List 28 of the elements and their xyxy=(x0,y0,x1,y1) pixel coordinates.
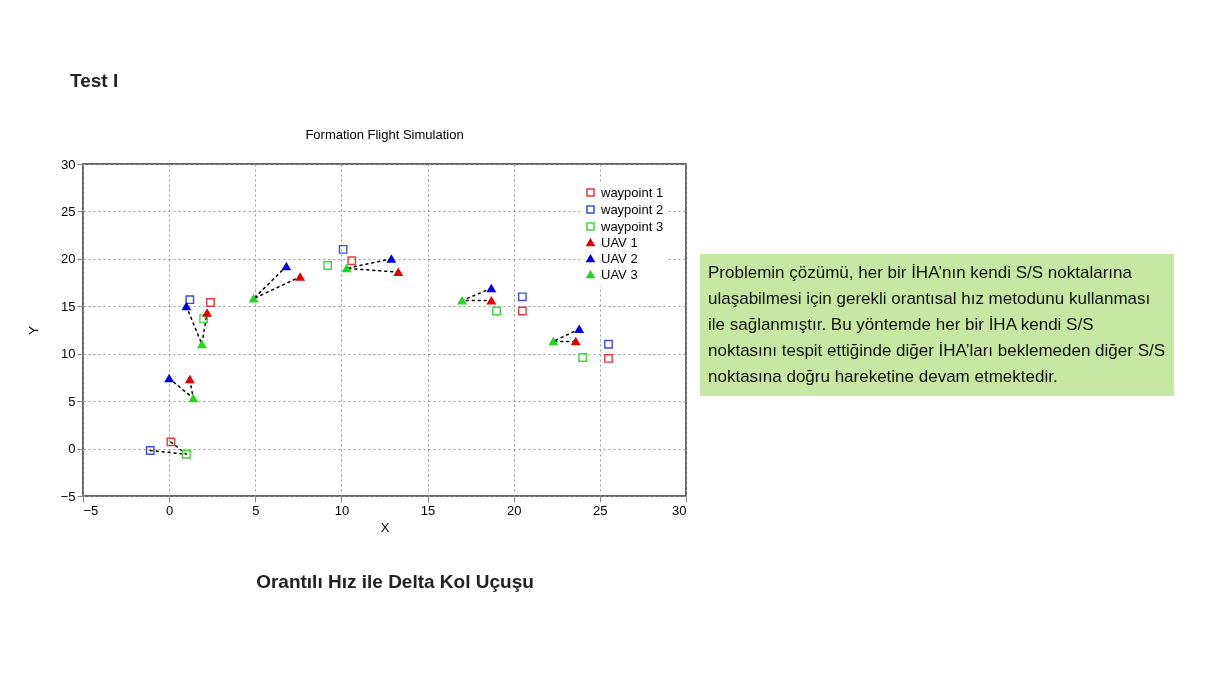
chart-title: Formation Flight Simulation xyxy=(305,127,464,142)
x-axis-title: X xyxy=(380,519,390,535)
legend-label: UAV 2 xyxy=(601,250,638,266)
y-tick-label: 15 xyxy=(61,298,76,314)
legend-label: waypoint 2 xyxy=(600,201,664,217)
legend-label: UAV 3 xyxy=(601,266,638,282)
y-tick-label: 20 xyxy=(61,251,76,267)
text: Orantılı Hız ile Delta Kol Uçuşu xyxy=(255,571,535,593)
x-tick-label: 30 xyxy=(672,502,687,518)
text: Problemin çözümü, her bir İHA’nın kendi S/S noktalarına ulaşabilmesi için gerekli orantısal hız metodunu kullanması ile sağlanmıştır. Bu yöntemde her bir İHA kendi S/S noktasını tespit ettiğinde diğer İHA’ları beklemeden diğer S/S noktasına doğru hareketine devam etmektedir. xyxy=(700,254,1174,396)
text: Test I xyxy=(70,70,119,92)
y-tick-label: 25 xyxy=(61,203,76,219)
legend-label: waypoint 1 xyxy=(600,184,664,200)
x-tick-label: −5 xyxy=(83,502,99,518)
y-tick-label: 30 xyxy=(61,156,76,172)
x-tick-label: 15 xyxy=(420,502,436,518)
x-tick-label: 20 xyxy=(506,502,522,518)
x-tick-label: 0 xyxy=(166,502,174,518)
y-axis-title: Y xyxy=(25,325,41,335)
y-tick-label: 5 xyxy=(68,393,76,409)
y-tick-label: −5 xyxy=(60,488,76,504)
x-tick-label: 5 xyxy=(252,502,260,518)
x-tick-label: 10 xyxy=(334,502,350,518)
y-tick-label: 0 xyxy=(68,441,76,457)
legend-label: waypoint 3 xyxy=(600,218,664,234)
legend-label: UAV 1 xyxy=(601,234,638,250)
x-tick-label: 25 xyxy=(593,502,608,518)
y-tick-label: 10 xyxy=(61,346,76,362)
